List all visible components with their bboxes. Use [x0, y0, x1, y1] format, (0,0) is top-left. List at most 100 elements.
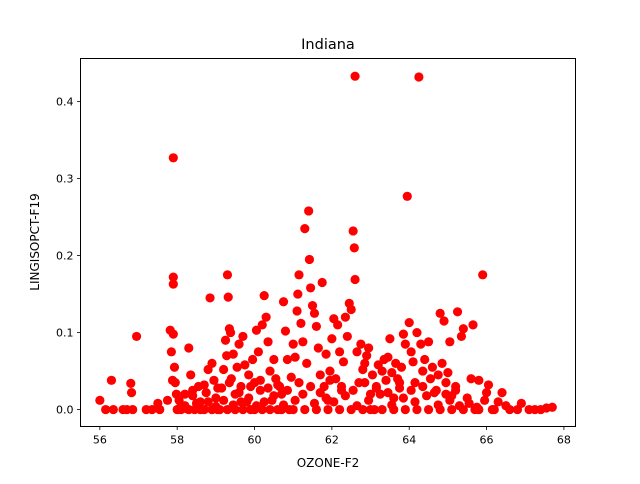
scatter-point	[383, 388, 393, 398]
scatter-point	[315, 370, 325, 380]
x-tick-label: 64	[402, 434, 416, 447]
scatter-point	[371, 383, 381, 393]
scatter-point	[232, 362, 242, 372]
scatter-point	[466, 374, 476, 384]
scatter-point	[335, 404, 345, 415]
scatter-point	[505, 404, 515, 415]
scatter-point	[238, 404, 248, 415]
scatter-point	[362, 351, 372, 361]
scatter-point	[298, 389, 308, 399]
scatter-point	[282, 385, 292, 395]
y-tick-label: 0.3	[56, 173, 74, 186]
scatter-point	[244, 370, 254, 380]
scatter-point	[298, 337, 308, 347]
scatter-point	[451, 385, 461, 395]
scatter-point	[244, 393, 254, 403]
y-axis-label: LINGISOPCT-F19	[28, 193, 42, 290]
scatter-point	[191, 398, 202, 408]
chart-title: Indiana	[301, 37, 355, 53]
scatter-point	[186, 370, 196, 380]
scatter-point	[377, 404, 387, 415]
y-tick-label: 0.4	[56, 96, 74, 109]
scatter-point	[325, 375, 335, 385]
y-tick-label: 0.2	[56, 250, 74, 263]
scatter-point	[360, 378, 370, 388]
plot-area-frame	[80, 58, 576, 427]
scatter-point	[108, 404, 118, 415]
scatter-point	[404, 317, 414, 328]
scatter-point	[377, 366, 387, 376]
scatter-point	[288, 339, 298, 349]
scatter-point	[315, 388, 325, 398]
scatter-point	[400, 339, 410, 349]
scatter-point	[218, 395, 229, 405]
scatter-point	[346, 304, 356, 315]
scatter-point	[516, 398, 526, 408]
scatter-point	[423, 404, 434, 415]
x-tick-label: 56	[93, 434, 107, 447]
scatter-point	[394, 378, 405, 388]
scatter-point	[168, 279, 178, 289]
y-tick-label: 0.1	[56, 327, 74, 340]
scatter-point	[263, 337, 273, 347]
scatter-point	[441, 389, 451, 399]
scatter-point	[410, 397, 420, 407]
scatter-point	[456, 331, 467, 342]
scatter-point	[416, 339, 426, 349]
scatter-point	[201, 388, 211, 398]
scatter-point	[367, 370, 378, 380]
scatter-point	[406, 347, 416, 357]
scatter-point	[307, 301, 318, 311]
scatter-point	[441, 378, 451, 388]
scatter-point	[282, 354, 292, 365]
x-axis-label: OZONE-F2	[297, 456, 360, 470]
scatter-point	[238, 331, 248, 342]
scatter-point	[263, 383, 273, 393]
scatter-point	[410, 378, 420, 388]
scatter-point	[220, 335, 231, 345]
scatter-point	[349, 243, 359, 253]
scatter-point	[302, 358, 312, 368]
scatter-point	[327, 334, 337, 344]
scatter-point	[259, 397, 269, 407]
scatter-point	[255, 385, 265, 395]
scatter-point	[483, 380, 494, 390]
scatter-point	[360, 358, 370, 368]
scatter-point	[168, 272, 178, 282]
scatter-point	[433, 370, 443, 380]
scatter-point	[128, 404, 138, 415]
scatter-point	[387, 400, 397, 410]
scatter-point	[418, 366, 428, 376]
scatter-point	[398, 393, 409, 403]
scatter-point	[317, 277, 327, 288]
scatter-point	[269, 354, 279, 365]
scatter-point	[278, 297, 289, 307]
scatter-point	[309, 398, 320, 408]
scatter-point	[228, 400, 238, 410]
scatter-point	[292, 306, 302, 316]
scatter-point	[265, 366, 275, 376]
scatter-point	[211, 393, 221, 403]
scatter-point	[350, 274, 360, 285]
scatter-point	[458, 324, 468, 334]
scatter-point	[280, 326, 291, 336]
scatter-point	[406, 385, 416, 395]
scatter-point	[236, 397, 246, 407]
scatter-point	[447, 404, 457, 415]
scatter-point	[398, 329, 409, 339]
scatter-point	[131, 331, 142, 342]
scatter-point	[218, 364, 229, 375]
scatter-point	[383, 352, 393, 362]
scatter-point	[223, 292, 233, 302]
x-tick-label: 58	[170, 434, 184, 447]
scatter-point	[381, 375, 391, 385]
scatter-point	[435, 308, 445, 318]
scatter-point	[423, 337, 434, 347]
scatter-point	[203, 397, 213, 407]
scatter-point	[311, 321, 321, 332]
scatter-point	[188, 385, 198, 395]
scatter-point	[313, 343, 323, 353]
scatter-point	[348, 385, 358, 395]
